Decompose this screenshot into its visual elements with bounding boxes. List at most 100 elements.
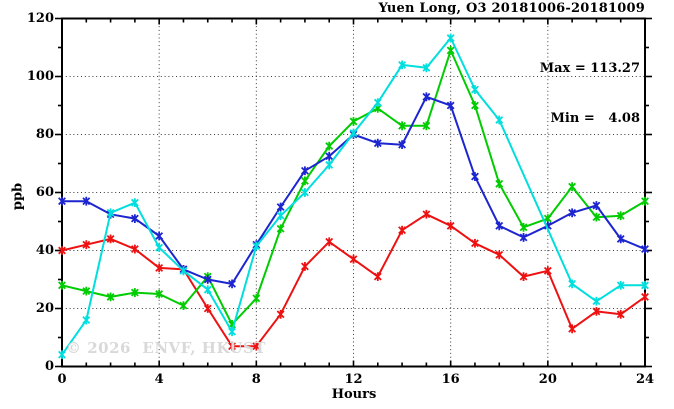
x-tick-label: 4 <box>154 371 164 387</box>
red-line-marker <box>422 209 431 219</box>
red-line-marker <box>155 263 164 273</box>
red-line-marker <box>325 237 334 247</box>
red-line-marker <box>616 309 625 319</box>
max-value-label: Max = 113.27 <box>539 60 640 76</box>
red-line-marker <box>82 240 91 250</box>
chart-title: Yuen Long, O3 20181006-20181009 <box>378 1 645 16</box>
x-axis-label: Hours <box>331 387 377 402</box>
cyan-line-marker <box>616 280 625 290</box>
red-line-marker <box>543 266 552 276</box>
cyan-line-marker <box>373 98 382 107</box>
green-line-marker <box>641 196 649 206</box>
green-line-marker <box>325 141 334 151</box>
blue-line-marker <box>568 208 577 218</box>
cyan-line-marker <box>422 63 431 73</box>
green-line-marker <box>471 101 479 110</box>
red-line-marker <box>398 225 407 235</box>
blue-line-marker <box>471 172 479 181</box>
cyan-line-marker <box>568 279 577 289</box>
blue-line-marker <box>325 151 334 161</box>
green-line-marker <box>106 292 115 302</box>
green-line-marker <box>252 293 261 303</box>
green-line-marker <box>446 46 455 55</box>
cyan-line-marker <box>349 128 358 138</box>
x-tick-label: 0 <box>57 371 67 387</box>
x-tick-label: 16 <box>441 371 460 387</box>
cyan-line-marker <box>228 327 236 337</box>
min-value-label: Min = 4.08 <box>550 111 640 127</box>
red-line-marker <box>568 324 577 334</box>
red-line-marker <box>373 272 382 281</box>
blue-line-marker <box>130 214 139 223</box>
max-min-annotation: Max = 113.27 Min = 4.08 <box>540 27 640 162</box>
cyan-line-marker <box>592 296 601 306</box>
cyan-line-marker <box>82 315 91 325</box>
red-line-marker <box>471 238 479 248</box>
green-line-marker <box>130 288 139 297</box>
blue-line-marker <box>398 140 407 150</box>
green-line-marker <box>568 182 577 192</box>
green-line-marker <box>58 280 66 290</box>
red-line-marker <box>106 234 115 244</box>
cyan-line-marker <box>203 285 212 295</box>
cyan-line-marker <box>641 280 649 290</box>
y-tick-label: 0 <box>44 358 54 374</box>
red-line-marker <box>130 244 139 254</box>
blue-line-marker <box>519 233 528 242</box>
x-tick-label: 24 <box>635 371 655 387</box>
blue-line-marker <box>155 231 164 241</box>
cyan-line-marker <box>179 266 188 276</box>
red-line-marker <box>446 221 455 231</box>
green-line-marker <box>349 117 358 126</box>
green-line-marker <box>276 224 285 234</box>
blue-line-marker <box>446 101 455 110</box>
green-line-marker <box>616 211 625 221</box>
cyan-line-marker <box>495 115 504 125</box>
watermark: © 2026 ENVF, HKUST <box>66 339 267 357</box>
y-tick-label: 40 <box>35 242 54 258</box>
cyan-line-marker <box>58 350 66 360</box>
cyan-line-marker <box>252 241 261 251</box>
blue-line-marker <box>616 234 625 244</box>
y-tick-label: 120 <box>26 10 54 26</box>
y-tick-label: 80 <box>35 126 54 142</box>
green-line-marker <box>422 121 431 131</box>
cyan-line-marker <box>276 211 285 221</box>
red-line-marker <box>58 246 66 255</box>
green-line-marker <box>155 289 164 299</box>
cyan-line-marker <box>398 60 407 70</box>
blue-line-marker <box>422 92 431 102</box>
red-line-marker <box>228 341 236 351</box>
green-line-marker <box>179 301 188 310</box>
red-line-marker <box>203 304 212 313</box>
green-line-marker <box>82 286 91 296</box>
y-tick-label: 100 <box>26 68 54 84</box>
red-line-marker <box>519 272 528 281</box>
blue-line-marker <box>276 202 285 212</box>
x-tick-label: 8 <box>251 371 261 387</box>
y-tick-label: 60 <box>35 184 54 200</box>
y-tick-label: 20 <box>35 300 54 316</box>
blue-line-marker <box>203 275 212 284</box>
red-line-marker <box>252 341 261 351</box>
x-tick-label: 20 <box>538 371 557 387</box>
red-line-marker <box>349 254 358 264</box>
cyan-line-marker <box>446 33 455 43</box>
red-line-marker <box>592 307 601 316</box>
cyan-line-marker <box>130 198 139 208</box>
cyan-line-marker <box>155 243 164 252</box>
blue-line-marker <box>373 138 382 148</box>
cyan-line-marker <box>471 85 479 94</box>
x-tick-label: 12 <box>344 371 363 387</box>
red-line-marker <box>300 262 309 271</box>
green-line-marker <box>398 121 407 131</box>
green-line-marker <box>592 212 601 222</box>
blue-line-marker <box>58 196 66 206</box>
blue-line-marker <box>641 244 649 254</box>
blue-line-marker <box>228 279 236 289</box>
green-line-marker <box>495 179 504 189</box>
blue-line-marker <box>592 201 601 210</box>
red-line-marker <box>276 309 285 319</box>
red-line-marker <box>495 250 504 260</box>
